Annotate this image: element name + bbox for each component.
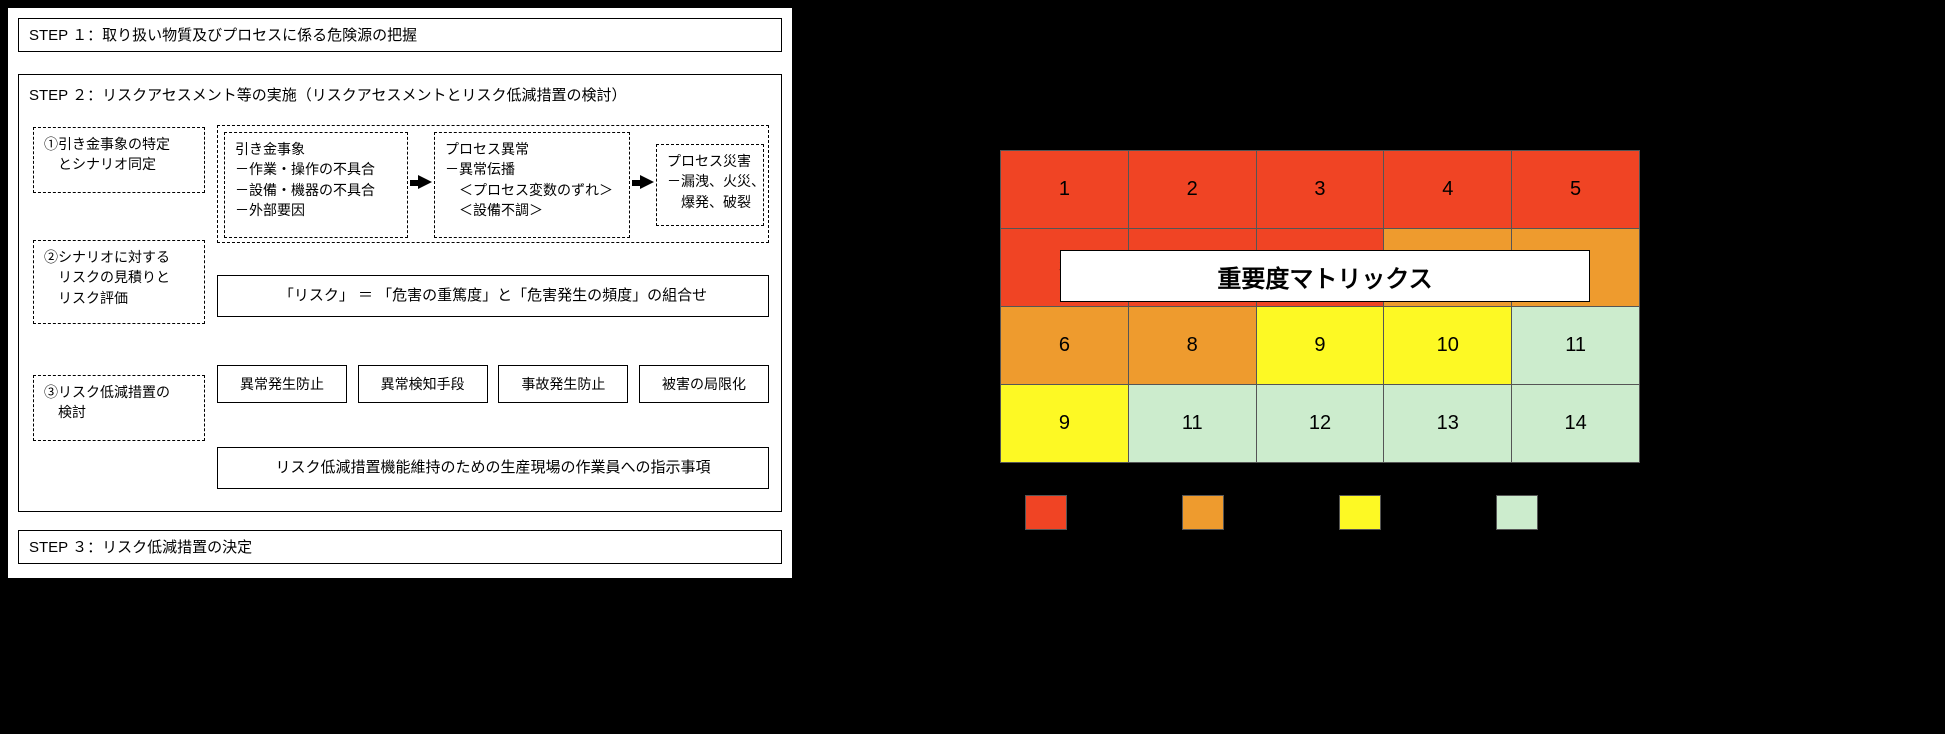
scenario-flow: 引き金事象 －作業・操作の不具合 －設備・機器の不具合 －外部要因 プロセス異常… (217, 125, 769, 243)
measure-box: 被害の局限化 (639, 365, 769, 403)
measure-label: 被害の局限化 (640, 366, 768, 400)
legend-swatch (1182, 495, 1224, 530)
legend (1025, 495, 1538, 530)
matrix-cell: 4 (1384, 151, 1512, 229)
matrix-cell: 6 (1001, 307, 1129, 385)
left-diagram: STEP １：取り扱い物質及びプロセスに係る危険源の把握 STEP ２：リスクア… (8, 8, 792, 578)
scenario1-box: 引き金事象 －作業・操作の不具合 －設備・機器の不具合 －外部要因 (224, 132, 408, 238)
scenario2-label: プロセス異常 －異常伝播 ＜プロセス変数のずれ＞ ＜設備不調＞ (435, 133, 629, 226)
matrix-cell: 8 (1129, 307, 1257, 385)
scenario3-label: プロセス災害 －漏洩、火災、 爆発、破裂 (657, 145, 763, 218)
matrix-cell: 9 (1001, 385, 1129, 463)
matrix-cell: 11 (1512, 307, 1640, 385)
side3-box: ③リスク低減措置の 検討 (33, 375, 205, 441)
matrix-cell: 1 (1001, 151, 1129, 229)
side2-box: ②シナリオに対する リスクの見積りと リスク評価 (33, 240, 205, 324)
measure-box: 異常発生防止 (217, 365, 347, 403)
side3-label: ③リスク低減措置の 検討 (34, 376, 204, 429)
side1-label: ①引き金事象の特定 とシナリオ同定 (34, 128, 204, 181)
matrix-cell: 13 (1384, 385, 1512, 463)
legend-swatch (1339, 495, 1381, 530)
matrix-cell: 14 (1512, 385, 1640, 463)
risk-formula: 「リスク」 ＝ 「危害の重篤度」と「危害発生の頻度」の組合せ (218, 276, 768, 314)
scenario3-box: プロセス災害 －漏洩、火災、 爆発、破裂 (656, 144, 764, 226)
step1-label: STEP １：取り扱い物質及びプロセスに係る危険源の把握 (19, 19, 781, 54)
measure-label: 異常発生防止 (218, 366, 346, 400)
measure-box: 異常検知手段 (358, 365, 488, 403)
legend-swatch (1496, 495, 1538, 530)
risk-formula-box: 「リスク」 ＝ 「危害の重篤度」と「危害発生の頻度」の組合せ (217, 275, 769, 317)
step3-box: STEP ３：リスク低減措置の決定 (18, 530, 782, 564)
measures-row: 異常発生防止異常検知手段事故発生防止被害の局限化 (217, 365, 769, 403)
matrix-cell: 10 (1384, 307, 1512, 385)
instruction-box: リスク低減措置機能維持のための生産現場の作業員への指示事項 (217, 447, 769, 489)
side2-label: ②シナリオに対する リスクの見積りと リスク評価 (34, 241, 204, 314)
matrix-cell: 11 (1129, 385, 1257, 463)
measure-label: 事故発生防止 (499, 366, 627, 400)
side1-box: ①引き金事象の特定 とシナリオ同定 (33, 127, 205, 193)
matrix-cell: 3 (1257, 151, 1385, 229)
importance-matrix-wrap: 12345345686891011911121314 重要度マトリックス (1000, 150, 1640, 463)
matrix-cell: 2 (1129, 151, 1257, 229)
matrix-cell: 5 (1512, 151, 1640, 229)
step2-title: STEP ２：リスクアセスメント等の実施（リスクアセスメントとリスク低減措置の検… (19, 75, 781, 112)
matrix-cell: 12 (1257, 385, 1385, 463)
step3-label: STEP ３：リスク低減措置の決定 (19, 531, 781, 566)
step1-box: STEP １：取り扱い物質及びプロセスに係る危険源の把握 (18, 18, 782, 52)
instruction-label: リスク低減措置機能維持のための生産現場の作業員への指示事項 (218, 448, 768, 486)
scenario2-box: プロセス異常 －異常伝播 ＜プロセス変数のずれ＞ ＜設備不調＞ (434, 132, 630, 238)
matrix-cell: 9 (1257, 307, 1385, 385)
measure-label: 異常検知手段 (359, 366, 487, 400)
scenario1-label: 引き金事象 －作業・操作の不具合 －設備・機器の不具合 －外部要因 (225, 133, 407, 226)
step2-container: STEP ２：リスクアセスメント等の実施（リスクアセスメントとリスク低減措置の検… (18, 74, 782, 512)
importance-matrix: 12345345686891011911121314 (1000, 150, 1640, 463)
legend-swatch (1025, 495, 1067, 530)
measure-box: 事故発生防止 (498, 365, 628, 403)
matrix-title: 重要度マトリックス (1060, 250, 1590, 302)
